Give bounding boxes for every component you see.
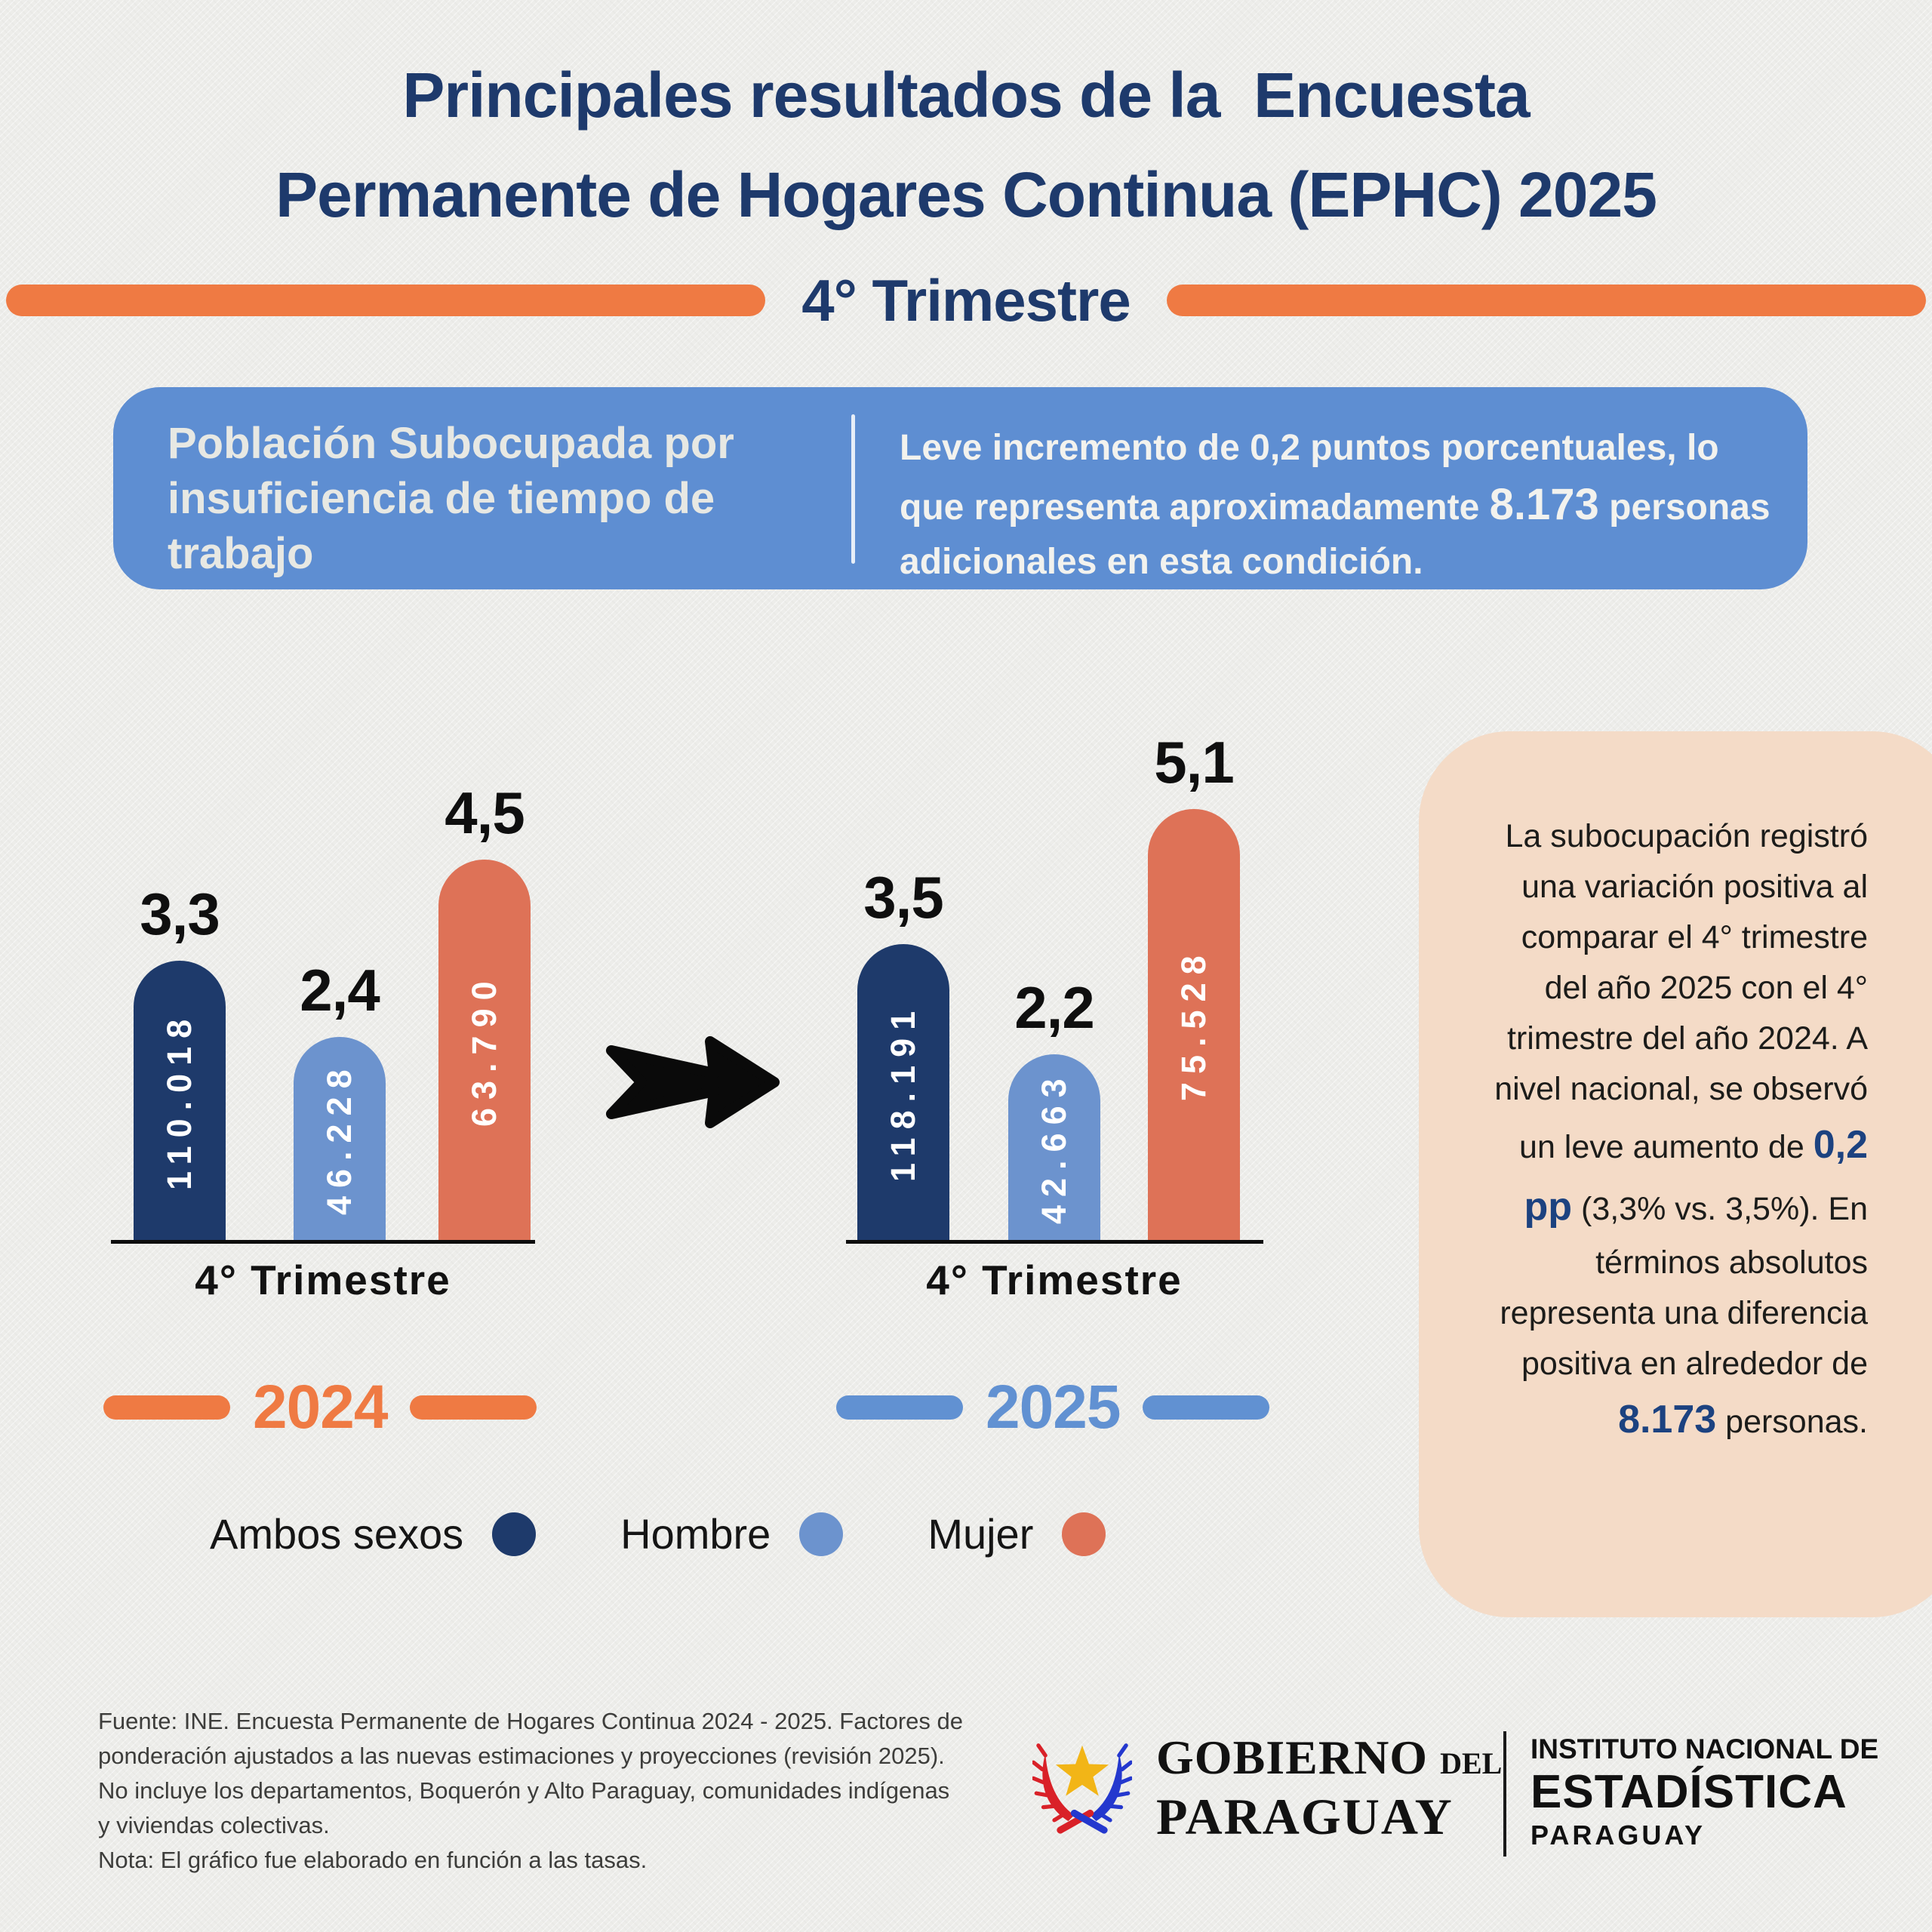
legend-label: Mujer <box>928 1510 1034 1558</box>
note-bold2: 8.173 <box>1618 1397 1717 1441</box>
subtitle-left-bar <box>6 285 766 316</box>
info-body-bold: 8.173 <box>1489 480 1599 530</box>
bar-absolute-count: 42.663 <box>1035 1070 1073 1224</box>
change-arrow-icon <box>593 1023 786 1141</box>
bar-2025-hombre: 2,2 42.663 <box>983 697 1126 1240</box>
ine-logo: INSTITUTO NACIONAL DE ESTADÍSTICA PARAGU… <box>1531 1733 1878 1852</box>
bar-shape: 46.228 <box>294 1037 386 1240</box>
ine-line1: INSTITUTO NACIONAL DE <box>1531 1734 1879 1764</box>
note-text3: personas. <box>1716 1403 1868 1440</box>
bar-shape: 63.790 <box>438 860 531 1240</box>
source-line: Fuente: INE. Encuesta Permanente de Hoga… <box>98 1708 963 1734</box>
gov-word-paraguay: PARAGUAY <box>1156 1788 1454 1845</box>
subtitle-row: 4° Trimestre <box>0 266 1932 335</box>
source-line: y viviendas colectivas. <box>98 1812 330 1838</box>
gobierno-del-paraguay-logo: GOBIERNO del PARAGUAY <box>1156 1730 1502 1847</box>
axis-2025 <box>846 1240 1263 1244</box>
legend-item-mujer: Mujer <box>928 1509 1106 1558</box>
ine-line2: ESTADÍSTICA <box>1531 1766 1847 1818</box>
ine-line3: PARAGUAY <box>1531 1820 1706 1850</box>
ambos-sexos-dot-icon <box>492 1512 537 1556</box>
subtitle-right-bar <box>1166 285 1926 316</box>
rate-label: 3,5 <box>863 864 943 931</box>
bar-2024-mujer: 4,5 63.790 <box>413 697 556 1240</box>
hombre-dot-icon <box>799 1512 844 1556</box>
page-title-line2: Permanente de Hogares Continua (EPHC) 20… <box>275 159 1657 230</box>
legend-label: Ambos sexos <box>210 1510 464 1558</box>
gov-word-del: del <box>1440 1746 1503 1780</box>
note-text2: (3,3% vs. 3,5%). En términos absolutos r… <box>1500 1190 1868 1382</box>
legend: Ambos sexos Hombre Mujer <box>210 1509 1106 1558</box>
year-label-2024: 2024 <box>253 1373 388 1441</box>
year-divider-2024: 2024 <box>103 1372 537 1443</box>
bar-shape: 118.191 <box>857 944 949 1240</box>
note-bold1: 0,2 pp <box>1524 1123 1868 1229</box>
paraguay-wreath-icon <box>1031 1725 1134 1835</box>
info-box <box>113 387 1807 589</box>
rate-label: 2,4 <box>300 957 380 1023</box>
bar-shape: 42.663 <box>1008 1054 1100 1240</box>
source-line: ponderación ajustados a las nuevas estim… <box>98 1743 945 1769</box>
bar-absolute-count: 63.790 <box>465 973 503 1127</box>
note-text: La subocupación registró una variación p… <box>1472 811 1868 1451</box>
year-dash <box>103 1395 230 1420</box>
gov-word-gobierno: GOBIERNO <box>1156 1730 1429 1784</box>
axis-2024 <box>111 1240 535 1244</box>
source-line: No incluye los departamentos, Boquerón y… <box>98 1777 950 1804</box>
bar-absolute-count: 118.191 <box>884 1002 922 1182</box>
legend-label: Hombre <box>620 1510 771 1558</box>
note-box <box>1419 731 1932 1617</box>
logo-divider <box>1503 1731 1506 1857</box>
bar-shape: 75.528 <box>1148 809 1240 1240</box>
rate-label: 3,3 <box>140 881 220 947</box>
rate-label: 5,1 <box>1154 729 1234 795</box>
bar-2024-hombre: 2,4 46.228 <box>268 697 411 1240</box>
info-box-divider <box>851 414 855 564</box>
info-body-text1: Leve incremento de 0,2 puntos porcentual… <box>900 428 1719 528</box>
rate-label: 2,2 <box>1014 974 1094 1041</box>
info-box-body: Leve incremento de 0,2 puntos porcentual… <box>900 423 1775 588</box>
axis-label-2024: 4° Trimestre <box>195 1257 451 1303</box>
page-title-line1: Principales resultados de la Encuesta <box>402 60 1530 131</box>
info-body-text2: personas adicionales en esta condición. <box>900 488 1770 582</box>
year-dash <box>410 1395 537 1420</box>
source-note: Fuente: INE. Encuesta Permanente de Hoga… <box>98 1704 963 1878</box>
year-label-2025: 2025 <box>986 1373 1121 1441</box>
year-dash <box>1143 1395 1270 1420</box>
legend-item-hombre: Hombre <box>620 1509 844 1558</box>
info-box-heading: Población Subocupada por insuficiencia d… <box>168 419 734 579</box>
bar-2025-ambos-sexos: 3,5 118.191 <box>832 697 975 1240</box>
year-dash <box>836 1395 963 1420</box>
source-line: Nota: El gráfico fue elaborado en funció… <box>98 1847 648 1873</box>
legend-item-ambos-sexos: Ambos sexos <box>210 1509 537 1558</box>
axis-label-2025: 4° Trimestre <box>926 1257 1183 1303</box>
mujer-dot-icon <box>1062 1512 1106 1556</box>
year-divider-2025: 2025 <box>836 1372 1270 1443</box>
bar-shape: 110.018 <box>134 961 226 1240</box>
note-text1: La subocupación registró una variación p… <box>1494 818 1868 1166</box>
bar-absolute-count: 110.018 <box>160 1011 198 1190</box>
bar-2025-mujer: 5,1 75.528 <box>1122 697 1266 1240</box>
bar-absolute-count: 75.528 <box>1174 947 1213 1102</box>
bar-absolute-count: 46.228 <box>320 1061 358 1216</box>
rate-label: 4,5 <box>445 780 525 846</box>
subtitle-text: 4° Trimestre <box>801 266 1131 334</box>
bar-2024-ambos-sexos: 3,3 110.018 <box>108 697 251 1240</box>
